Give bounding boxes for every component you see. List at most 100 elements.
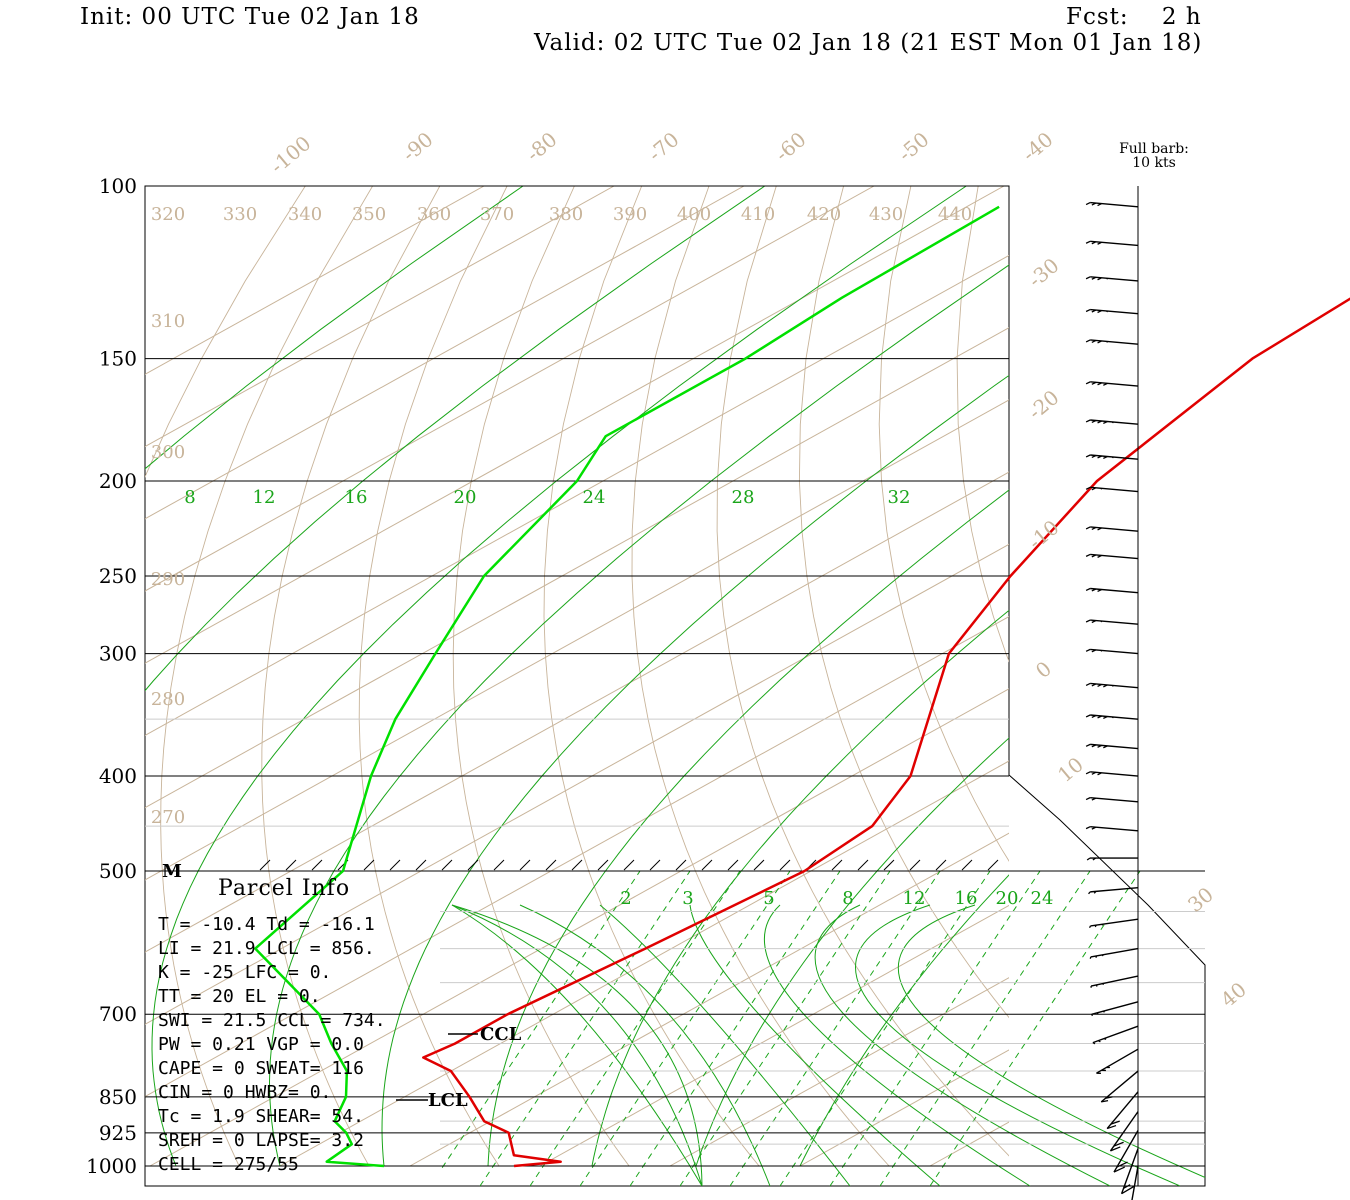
barb-shaft: [1090, 454, 1139, 460]
barb-half-feather: [1111, 716, 1114, 719]
hatch-mark: [415, 859, 427, 871]
wind-barb: [1131, 1165, 1139, 1200]
isotherm-label: 10: [1053, 752, 1088, 787]
barb-half-feather: [1101, 983, 1105, 986]
barb-feather: [1110, 1120, 1120, 1125]
barb-feather: [1103, 455, 1108, 460]
wind-barb: [1113, 1130, 1139, 1173]
isotherm-line: [145, 615, 1009, 1098]
barb-shaft: [1091, 1001, 1139, 1015]
hatch-mark: [467, 859, 479, 871]
mixing-ratio-label: 5: [763, 888, 774, 909]
moist-adiabat-line: [855, 904, 1181, 1186]
barb-feather: [1097, 744, 1102, 748]
barb-feather: [1091, 649, 1097, 653]
barb-feather: [1091, 826, 1097, 830]
wind-barb: [1085, 308, 1139, 315]
barb-feather: [1097, 382, 1102, 386]
moist-adiabat-line: [487, 489, 1009, 1167]
barb-feather: [1097, 772, 1102, 776]
barb-feather: [1091, 276, 1097, 280]
isotherm-label: -100: [266, 131, 316, 178]
hatch-mark: [545, 859, 557, 871]
wind-barb: [1096, 1048, 1139, 1074]
barb-feather: [1097, 241, 1102, 245]
barb-shaft: [1090, 648, 1139, 655]
barb-feather: [1097, 455, 1102, 459]
theta-label: 300: [151, 442, 185, 463]
pressure-label: 100: [99, 174, 137, 198]
theta-label: 340: [288, 204, 322, 225]
isotherm-label: -70: [643, 127, 683, 166]
wind-barb: [1092, 1025, 1139, 1045]
barb-shaft: [1090, 240, 1139, 247]
barb-half-feather: [1100, 620, 1103, 623]
dry-adiabat-line: [798, 186, 1009, 1019]
mixing-ratio-label: 28: [732, 487, 755, 508]
isotherm-label: -80: [521, 127, 561, 166]
ccl-label: CCL: [480, 1024, 522, 1045]
barb-feather: [1093, 890, 1097, 894]
wind-barb: [1091, 1001, 1139, 1017]
barb-shaft: [1090, 796, 1139, 803]
isotherm-line: [145, 543, 1009, 1025]
barb-shaft: [1090, 619, 1139, 625]
plot-frame: [144, 185, 1206, 1187]
barb-half-feather: [1101, 923, 1104, 926]
barb-feather: [1091, 526, 1097, 530]
barb-feather: [1091, 309, 1097, 313]
isotherm-line: [145, 399, 1009, 881]
barb-feather: [1097, 588, 1102, 593]
barb-half-feather: [1102, 1010, 1105, 1013]
barb-shaft: [1109, 1111, 1139, 1152]
barb-shaft: [1096, 1048, 1139, 1074]
barb-feather: [1085, 797, 1091, 801]
wind-barb: [1085, 796, 1139, 803]
isotherm-label: -90: [397, 127, 437, 166]
barb-shaft: [1131, 1165, 1139, 1200]
barb-feather: [1113, 1141, 1124, 1147]
barb-feather: [1094, 924, 1097, 928]
hatch-mark: [987, 859, 999, 871]
barb-feather: [1085, 743, 1091, 747]
mixing-ratio-line: [479, 871, 691, 1186]
barb-feather: [1092, 1042, 1096, 1045]
hatch-mark: [675, 859, 687, 871]
hatch-mark: [623, 859, 635, 871]
barb-shaft: [1090, 682, 1139, 689]
barb-feather: [1085, 308, 1091, 313]
barb-feather: [1101, 1099, 1109, 1103]
barb-feather: [1097, 715, 1102, 719]
barb-feather: [1085, 201, 1091, 206]
wind-barb: [1085, 201, 1139, 208]
barb-feather: [1097, 420, 1102, 424]
isotherm-label: -30: [1023, 253, 1063, 292]
parcel-line: CAPE = 0 SWEAT= 116: [158, 1058, 364, 1079]
barb-shaft: [1090, 308, 1139, 315]
barb-feather: [1086, 857, 1091, 861]
moist-adiabat-line: [519, 904, 771, 1186]
temperature-line: [422, 297, 1350, 1168]
mixing-ratio-line: [579, 871, 791, 1186]
isotherm-label: 0: [1031, 656, 1056, 683]
barb-feather: [1103, 684, 1108, 688]
isotherm-label: 40: [1216, 977, 1251, 1012]
series-layer: [254, 205, 1350, 1168]
hatch-mark: [961, 859, 973, 871]
barb-shaft: [1100, 1070, 1139, 1103]
mixing-ratio-line: [879, 871, 1091, 1186]
mixing-ratio-label: 20: [996, 888, 1019, 909]
barb-feather: [1091, 454, 1097, 459]
barb-feather: [1103, 715, 1108, 720]
isotherm-line: [145, 186, 615, 448]
barb-shaft: [1090, 201, 1139, 208]
barb-feather: [1085, 553, 1091, 557]
mixing-ratio-line: [529, 871, 741, 1186]
hatch-mark: [701, 859, 713, 871]
mixing-ratio-label: 24: [1031, 888, 1054, 909]
barb-shaft: [1090, 587, 1139, 594]
parcel-line: TT = 20 EL = 0.: [158, 986, 321, 1007]
wind-barb: [1120, 1148, 1139, 1195]
parcel-title: Parcel Info: [218, 876, 350, 901]
